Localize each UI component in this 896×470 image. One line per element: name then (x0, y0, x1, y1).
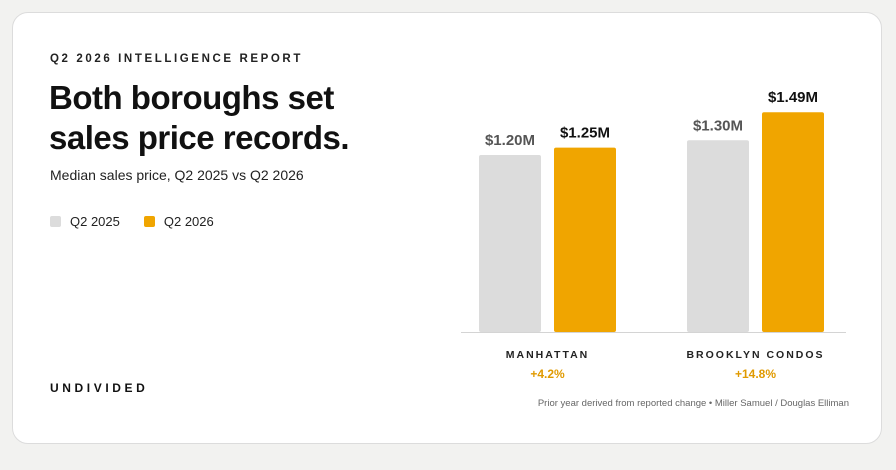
legend-label-q2-2025: Q2 2025 (70, 214, 120, 229)
legend-item-q2-2025: Q2 2025 (50, 214, 120, 229)
legend-label-q2-2026: Q2 2026 (163, 214, 214, 229)
data-label-manhattan-q2-2026: $1.25M (560, 125, 610, 142)
chart-subtitle: Median sales price, Q2 2025 vs Q2 2026 (50, 167, 304, 183)
bar-manhattan-q2-2025 (479, 155, 541, 332)
headline: Both boroughs set sales price records. (49, 79, 350, 156)
chart-legend: Q2 2025 Q2 2026 (50, 214, 214, 229)
brand-wordmark: UNDIVIDED (50, 381, 149, 395)
bar-manhattan-q2-2026 (554, 147, 616, 332)
data-label-brooklyn-condos-q2-2025: $1.30M (693, 117, 743, 134)
legend-swatch-q2-2025 (50, 216, 61, 227)
bar-brooklyn-condos-q2-2025 (687, 140, 749, 332)
change-label-manhattan: +4.2% (530, 367, 565, 381)
legend-swatch-q2-2026 (143, 216, 155, 227)
data-label-manhattan-q2-2025: $1.20M (485, 132, 535, 149)
category-label-manhattan: MANHATTAN (506, 349, 590, 361)
source-note: Prior year derived from reported change … (537, 398, 849, 409)
legend-item-q2-2026: Q2 2026 (143, 214, 214, 229)
data-label-brooklyn-condos-q2-2026: $1.49M (768, 89, 818, 106)
category-label-brooklyn-condos: BROOKLYN CONDOS (686, 349, 824, 361)
bar-brooklyn-condos-q2-2026 (762, 112, 824, 332)
change-label-brooklyn-condos: +14.8% (735, 367, 776, 381)
report-label: Q2 2026 INTELLIGENCE REPORT (50, 53, 303, 65)
